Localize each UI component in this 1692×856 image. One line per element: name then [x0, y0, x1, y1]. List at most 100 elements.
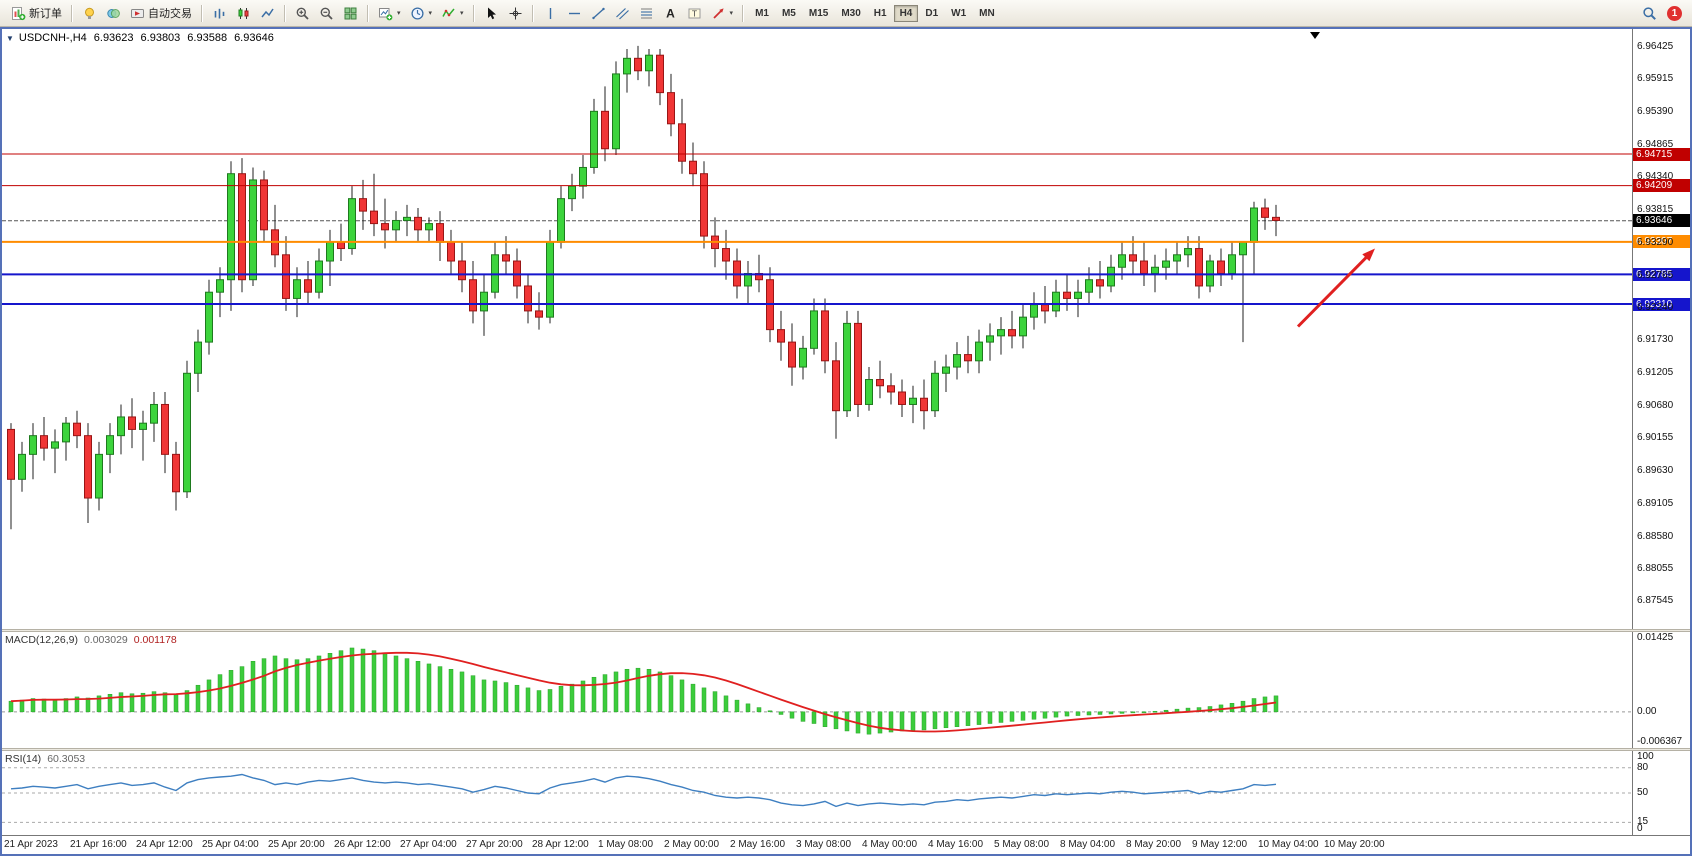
- timeframe-button-m15[interactable]: M15: [808, 7, 829, 19]
- channel-icon: [615, 7, 629, 19]
- timeframe-button-h1[interactable]: H1: [873, 7, 887, 19]
- vertical-line-icon: [549, 7, 551, 19]
- timeframe-button-h4[interactable]: H4: [893, 4, 919, 22]
- candle-chart-icon: [238, 7, 249, 19]
- new-order-label: 新订单: [29, 8, 62, 20]
- price-level-label: 6.92310: [1633, 297, 1690, 311]
- price-tick: 6.88580: [1637, 530, 1674, 542]
- time-axis-label: 2 May 00:00: [664, 839, 720, 850]
- notification-badge[interactable]: 1: [1667, 5, 1682, 21]
- toolbar-separator: [284, 4, 286, 22]
- zoom-out-button[interactable]: [315, 3, 338, 24]
- candlesticks: [7, 45, 1280, 530]
- pane-divider[interactable]: [2, 629, 1690, 632]
- timeframe-button-w1[interactable]: W1: [951, 7, 967, 19]
- price-tick: 6.96425: [1637, 41, 1674, 53]
- one-click-trading-toggle[interactable]: ▼: [6, 33, 14, 43]
- search-icon: [1643, 6, 1656, 20]
- text-label-icon: T: [688, 8, 701, 18]
- price-tick: 6.91730: [1637, 334, 1674, 346]
- price-tick: 6.93290: [1637, 236, 1674, 248]
- time-axis[interactable]: 21 Apr 2023 21 Apr 16:00 24 Apr 12:00 25 Ap…: [2, 835, 1690, 854]
- new-order-button[interactable]: 新订单: [7, 2, 66, 24]
- time-axis-label: 2 May 16:00: [730, 839, 786, 850]
- vertical-line-button[interactable]: [539, 3, 562, 24]
- time-axis-label: 8 May 20:00: [1126, 839, 1182, 850]
- timeframe-button-m30[interactable]: M30: [841, 7, 861, 19]
- macd-scale-tick: -0.006367: [1637, 736, 1683, 747]
- time-axis-label: 25 Apr 04:00: [202, 839, 259, 850]
- price-tick: 6.94865: [1637, 138, 1674, 150]
- macd-histogram: [2, 647, 1632, 735]
- rsi-scale[interactable]: 100 80 50 15 0: [1632, 751, 1690, 835]
- rsi-plot[interactable]: RSI(14) 60.3053: [2, 751, 1632, 835]
- price-scale[interactable]: 6.94715 6.94209 6.93307 6.92785 6.92310 6.964…: [1632, 29, 1690, 629]
- profiles-icon: [107, 8, 120, 18]
- price-tick: 6.89630: [1637, 465, 1674, 477]
- zoom-in-button[interactable]: [291, 3, 314, 24]
- crosshair-icon: [509, 7, 522, 19]
- time-axis-label: 1 May 08:00: [598, 839, 654, 850]
- macd-scale-tick: 0.01425: [1637, 632, 1674, 643]
- price-tick: 6.90155: [1637, 432, 1674, 444]
- arrows-icon: [712, 7, 724, 19]
- timeframe-button-mn[interactable]: MN: [979, 7, 995, 19]
- text-button[interactable]: A: [659, 3, 682, 24]
- clock-button[interactable]: ▾: [406, 3, 437, 24]
- macd-signal-line: [10, 651, 1277, 733]
- time-axis-label: 27 Apr 04:00: [400, 839, 457, 850]
- toolbar-group: ▾ ▾ ▾: [371, 3, 471, 24]
- price-tick: 6.92240: [1637, 302, 1674, 314]
- arrows-button[interactable]: ▾: [707, 3, 738, 24]
- price-tick: 6.95390: [1637, 105, 1674, 117]
- time-axis-label: 3 May 08:00: [796, 839, 852, 850]
- pane-divider[interactable]: [2, 748, 1690, 751]
- time-axis-label: 5 May 08:00: [994, 839, 1050, 850]
- chart-symbol: USDCNH-,H4: [18, 32, 87, 44]
- tile-windows-button[interactable]: [339, 3, 362, 24]
- channel-button[interactable]: [611, 3, 634, 24]
- text-label-button[interactable]: T: [683, 3, 706, 24]
- chart-shift-marker[interactable]: [1310, 32, 1320, 39]
- toolbar-separator: [367, 4, 369, 22]
- autotrading-icon: [131, 8, 144, 18]
- time-axis-label: 4 May 00:00: [862, 839, 918, 850]
- toolbar-group: [288, 3, 365, 24]
- autotrading-label: 自动交易: [148, 8, 192, 20]
- price-level-label: 6.94715: [1633, 147, 1690, 161]
- timeframe-button-d1[interactable]: D1: [925, 7, 939, 19]
- main-chart-plot[interactable]: ▼ USDCNH-,H4 6.93623 6.93803 6.93588 6.9…: [2, 29, 1632, 629]
- trendline-button[interactable]: [587, 3, 610, 24]
- toolbar-separator: [71, 4, 73, 22]
- timeframe-button-m1[interactable]: M1: [755, 7, 769, 19]
- candle-chart-button[interactable]: [232, 3, 255, 24]
- price-level-label: 6.92785: [1633, 267, 1690, 281]
- fibonacci-button[interactable]: [635, 3, 658, 24]
- timeframe-button-m5[interactable]: M5: [781, 7, 796, 19]
- search-button[interactable]: [1638, 3, 1661, 24]
- rsi-line-chart: [2, 767, 1632, 823]
- new-chart-button[interactable]: ▾: [374, 3, 405, 24]
- time-axis-label: 27 Apr 20:00: [466, 839, 523, 850]
- indicators-button[interactable]: ▾: [437, 3, 468, 24]
- macd-scale[interactable]: 0.01425 0.00 -0.006367: [1632, 632, 1690, 748]
- cursor-button[interactable]: [480, 3, 503, 24]
- time-axis-label: 8 May 04:00: [1060, 839, 1116, 850]
- toolbar-separator: [531, 4, 534, 22]
- trendline-icon: [591, 7, 605, 19]
- crosshair-button[interactable]: [504, 3, 527, 24]
- rsi-scale-tick: 15: [1637, 816, 1649, 828]
- horizontal-line-button[interactable]: [563, 3, 586, 24]
- macd-plot[interactable]: MACD(12,26,9) 0.003029 0.001178: [2, 632, 1632, 748]
- line-chart-button[interactable]: [256, 3, 279, 24]
- price-tick: 6.89105: [1637, 497, 1674, 509]
- autotrading-button[interactable]: 自动交易: [126, 2, 196, 24]
- profiles-button[interactable]: [102, 3, 125, 24]
- metaeditor-button[interactable]: [78, 3, 101, 24]
- rsi-label: RSI(14) 60.3053: [5, 753, 86, 765]
- price-tick: 6.94340: [1637, 171, 1674, 183]
- bar-chart-button[interactable]: [208, 3, 231, 24]
- toolbar-group: 自动交易: [75, 2, 199, 24]
- trend-arrow-annotation[interactable]: [1296, 248, 1375, 328]
